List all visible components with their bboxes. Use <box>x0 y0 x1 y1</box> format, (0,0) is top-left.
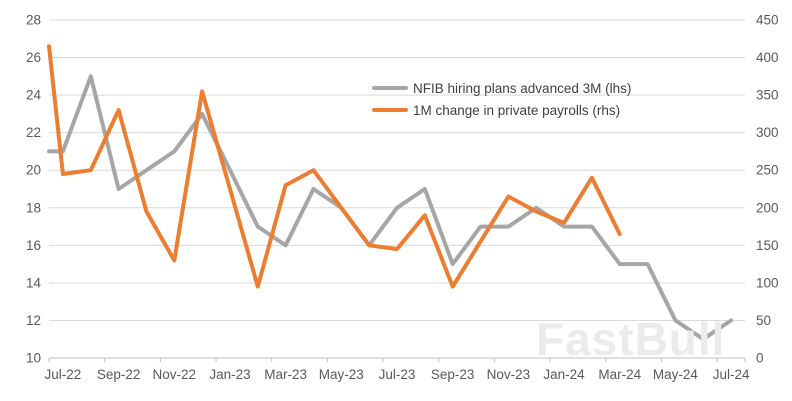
watermark: FastBull <box>536 313 726 365</box>
x-axis-label: Mar-23 <box>264 367 307 382</box>
left-y-axis-label: 14 <box>26 275 42 290</box>
right-y-axis-label: 50 <box>756 313 771 328</box>
left-y-axis-label: 12 <box>26 313 41 328</box>
x-axis-label: Jul-24 <box>713 367 750 382</box>
legend-item: NFIB hiring plans advanced 3M (lhs) <box>372 77 631 99</box>
left-y-axis-label: 28 <box>26 13 41 28</box>
left-y-axis-label: 10 <box>26 351 41 366</box>
right-y-axis-label: 450 <box>756 13 779 28</box>
x-axis-label: Mar-24 <box>598 367 641 382</box>
x-axis-label: Jan-24 <box>543 367 585 382</box>
nfib-legend-swatch <box>372 86 408 90</box>
x-axis-ticks <box>48 358 746 362</box>
right-y-axis-label: 300 <box>756 125 779 140</box>
right-y-axis-label: 200 <box>756 200 779 215</box>
legend: NFIB hiring plans advanced 3M (lhs) 1M ch… <box>372 77 631 121</box>
right-y-axis-label: 250 <box>756 163 779 178</box>
x-axis-label: Jul-23 <box>379 367 416 382</box>
left-y-axis-label: 16 <box>26 238 41 253</box>
left-y-axis-label: 24 <box>26 88 42 103</box>
right-y-axis-label: 350 <box>756 88 779 103</box>
x-axis-label: Jul-22 <box>45 367 82 382</box>
right-y-axis-label: 400 <box>756 50 779 65</box>
x-axis-label: May-23 <box>319 367 364 382</box>
x-axis-label: Jan-23 <box>209 367 250 382</box>
right-y-axis-label: 0 <box>756 351 764 366</box>
x-axis-label: May-24 <box>653 367 699 382</box>
right-y-axis-label: 100 <box>756 275 779 290</box>
left-y-axis-label: 20 <box>26 163 41 178</box>
x-axis-label: Sep-22 <box>97 367 141 382</box>
left-y-axis-label: 18 <box>26 200 41 215</box>
legend-label: NFIB hiring plans advanced 3M (lhs) <box>413 80 632 96</box>
legend-item: 1M change in private payrolls (rhs) <box>372 99 631 121</box>
left-y-axis-label: 26 <box>26 50 41 65</box>
series-lines <box>47 44 734 342</box>
x-axis-label: Nov-23 <box>487 367 531 382</box>
x-axis-label: Sep-23 <box>431 367 475 382</box>
legend-label: 1M change in private payrolls (rhs) <box>413 102 621 118</box>
nfib-series-line <box>47 74 734 342</box>
payrolls-series-line <box>47 44 622 289</box>
x-axis-label: Nov-22 <box>153 367 197 382</box>
left-y-axis-label: 22 <box>26 125 41 140</box>
right-y-axis-label: 150 <box>756 238 779 253</box>
payrolls-legend-swatch <box>372 108 408 112</box>
gridlines <box>49 19 745 359</box>
